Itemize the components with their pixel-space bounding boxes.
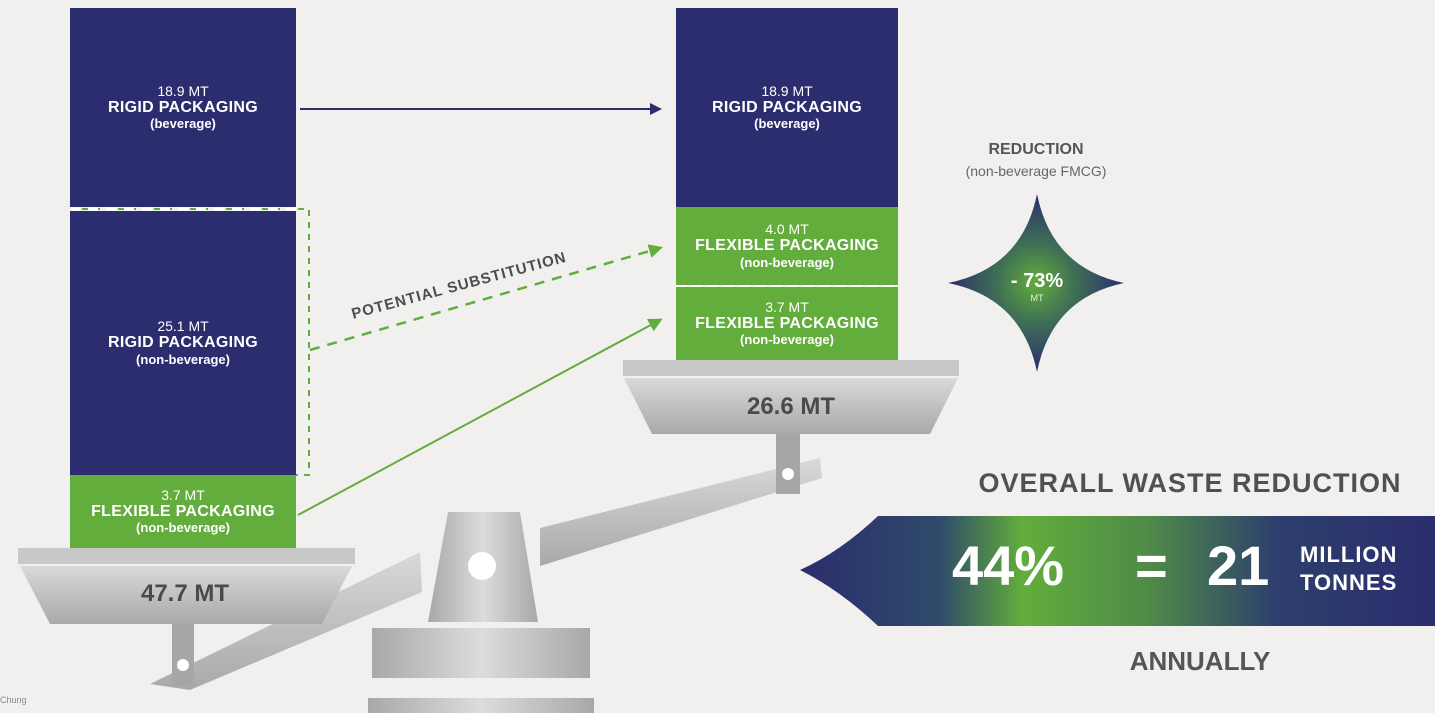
right-pan-rim [623, 360, 959, 376]
stand-foot [368, 698, 594, 713]
left-rigid-beverage-sub: (beverage) [150, 116, 216, 132]
left-pan [20, 566, 352, 624]
left-rigid-beverage-amount: 18.9 MT [157, 82, 209, 99]
credit-text: Chung [0, 695, 27, 705]
left-rigid-non-beverage-label: RIGID PACKAGING [108, 334, 258, 352]
left-rigid-non-beverage-sub: (non-beverage) [136, 351, 230, 367]
overall-equals: = [1135, 534, 1168, 597]
overall-banner [800, 516, 1435, 626]
left-rigid-beverage-block: 18.9 MT RIGID PACKAGING (beverage) [70, 8, 296, 207]
left-pan-post [172, 624, 194, 686]
right-rigid-beverage-block: 18.9 MT RIGID PACKAGING (beverage) [676, 8, 898, 207]
right-pan-joint [782, 468, 794, 480]
left-flexible-block: 3.7 MT FLEXIBLE PACKAGING (non-beverage) [70, 475, 296, 548]
reduction-unit: MT [1030, 293, 1044, 303]
right-pan [624, 378, 958, 434]
left-flexible-label: FLEXIBLE PACKAGING [91, 502, 275, 520]
reduction-value: - 73% [1010, 270, 1064, 292]
left-rigid-non-beverage-block: 25.1 MT RIGID PACKAGING (non-beverage) [70, 211, 296, 475]
right-flexible-existing-amount: 3.7 MT [765, 298, 809, 315]
overall-percent: 44% [952, 534, 1065, 597]
right-flexible-substituted-sub: (non-beverage) [740, 254, 834, 270]
right-total: 26.6 MT [746, 393, 836, 420]
right-rigid-beverage-sub: (beverage) [754, 116, 820, 132]
stand-base [372, 628, 590, 678]
substitution-bracket [70, 208, 310, 476]
right-rigid-beverage-label: RIGID PACKAGING [712, 98, 862, 116]
right-flexible-substituted-amount: 4.0 MT [765, 221, 809, 238]
reduction-star [948, 194, 1124, 372]
left-flexible-amount: 3.7 MT [161, 486, 205, 503]
fulcrum-pivot [468, 552, 496, 580]
left-rigid-beverage-label: RIGID PACKAGING [108, 98, 258, 116]
left-total: 47.7 MT [140, 580, 230, 607]
right-flexible-existing-label: FLEXIBLE PACKAGING [695, 314, 879, 332]
overall-unit-line2: TONNES [1300, 570, 1398, 595]
right-flexible-substituted-block: 4.0 MT FLEXIBLE PACKAGING (non-beverage) [676, 207, 898, 285]
left-pan-rim [18, 548, 355, 564]
overall-heading: OVERALL WASTE REDUCTION [978, 468, 1402, 498]
overall-amount: 21 [1207, 534, 1270, 597]
right-flexible-existing-block: 3.7 MT FLEXIBLE PACKAGING (non-beverage) [676, 287, 898, 360]
reduction-title: REDUCTION [988, 141, 1084, 158]
overall-unit-line1: MILLION [1300, 542, 1398, 567]
left-flexible-sub: (non-beverage) [136, 520, 230, 536]
beam-right [540, 458, 822, 566]
left-pan-joint [177, 659, 189, 671]
right-pan-post [776, 434, 800, 494]
reduction-subtitle: (non-beverage FMCG) [965, 163, 1107, 179]
right-rigid-beverage-amount: 18.9 MT [761, 82, 813, 99]
substitution-arrow [309, 244, 663, 352]
right-flexible-substituted-label: FLEXIBLE PACKAGING [695, 237, 879, 255]
left-rigid-non-beverage-amount: 25.1 MT [157, 318, 209, 335]
overall-footer: ANNUALLY [1129, 646, 1271, 676]
flexible-arrow [297, 318, 663, 516]
right-flexible-existing-sub: (non-beverage) [740, 332, 834, 348]
